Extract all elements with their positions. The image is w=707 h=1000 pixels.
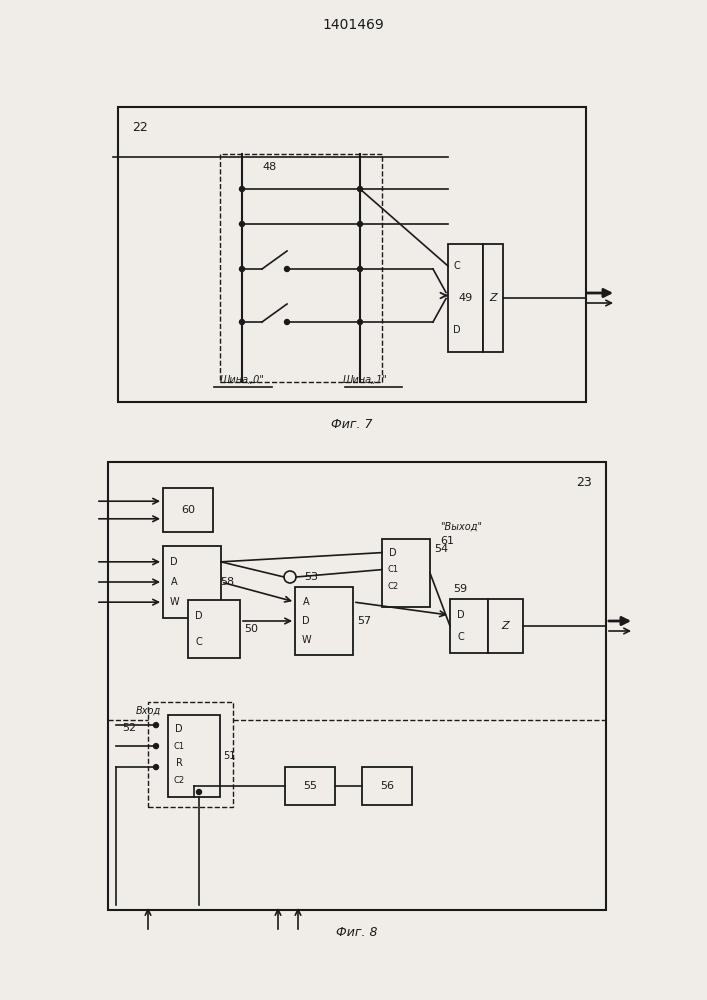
Text: C1: C1 <box>387 565 399 574</box>
Text: 49: 49 <box>458 293 472 303</box>
Text: 51: 51 <box>223 751 235 761</box>
Text: D: D <box>457 610 464 620</box>
Text: 52: 52 <box>122 723 136 733</box>
Text: 53: 53 <box>304 572 318 582</box>
Text: 56: 56 <box>380 781 394 791</box>
Bar <box>163 488 213 532</box>
Circle shape <box>153 723 158 728</box>
Text: 57: 57 <box>357 616 371 626</box>
Text: 23: 23 <box>576 476 592 489</box>
Bar <box>295 587 353 655</box>
Text: A: A <box>303 597 309 607</box>
Bar <box>285 767 335 805</box>
Bar <box>362 767 412 805</box>
Text: C2: C2 <box>387 582 399 591</box>
Bar <box>488 599 523 653</box>
Bar <box>108 462 606 910</box>
Text: Z: Z <box>502 621 509 631</box>
Text: 48: 48 <box>263 162 277 172</box>
Text: W: W <box>169 597 179 607</box>
Text: D: D <box>453 325 461 335</box>
Circle shape <box>358 222 363 227</box>
Text: D: D <box>175 724 183 734</box>
Circle shape <box>240 222 245 227</box>
Text: D: D <box>389 548 397 558</box>
Text: Фиг. 8: Фиг. 8 <box>337 926 378 938</box>
Text: 61: 61 <box>440 536 454 546</box>
Text: D: D <box>302 616 310 626</box>
Text: Шина„1": Шина„1" <box>343 375 387 385</box>
Circle shape <box>358 266 363 271</box>
Bar <box>148 702 233 807</box>
Text: Шина„0": Шина„0" <box>220 375 264 385</box>
Bar <box>188 600 240 658</box>
Text: 50: 50 <box>244 624 258 634</box>
Bar <box>450 599 488 653</box>
Text: 22: 22 <box>132 121 148 134</box>
Text: A: A <box>170 577 177 587</box>
Text: W: W <box>301 635 311 645</box>
Text: C: C <box>454 261 460 271</box>
Text: Z: Z <box>489 293 497 303</box>
Text: 1401469: 1401469 <box>322 18 384 32</box>
Text: 60: 60 <box>181 505 195 515</box>
Text: Вход: Вход <box>136 706 161 716</box>
Circle shape <box>240 186 245 192</box>
Circle shape <box>240 320 245 324</box>
Bar <box>118 107 586 402</box>
Text: C: C <box>457 632 464 642</box>
Bar <box>168 715 220 797</box>
Text: R: R <box>175 758 182 768</box>
Text: "Выход": "Выход" <box>440 522 482 532</box>
Circle shape <box>358 320 363 324</box>
Circle shape <box>240 266 245 271</box>
Circle shape <box>284 266 289 271</box>
Bar <box>448 244 483 352</box>
Circle shape <box>153 744 158 749</box>
Text: D: D <box>195 611 203 621</box>
Text: C2: C2 <box>173 776 185 785</box>
Text: 55: 55 <box>303 781 317 791</box>
Text: D: D <box>170 557 178 567</box>
Bar <box>163 546 221 618</box>
Circle shape <box>358 186 363 192</box>
Circle shape <box>284 320 289 324</box>
Text: 58: 58 <box>220 577 234 587</box>
Circle shape <box>153 765 158 770</box>
Text: 54: 54 <box>434 544 448 554</box>
Text: 59: 59 <box>453 584 467 594</box>
Bar <box>220 154 382 382</box>
Text: Фиг. 7: Фиг. 7 <box>332 418 373 430</box>
Text: C: C <box>196 637 202 647</box>
Bar <box>382 539 430 607</box>
Bar <box>483 244 503 352</box>
Circle shape <box>197 790 201 794</box>
Text: C1: C1 <box>173 742 185 751</box>
